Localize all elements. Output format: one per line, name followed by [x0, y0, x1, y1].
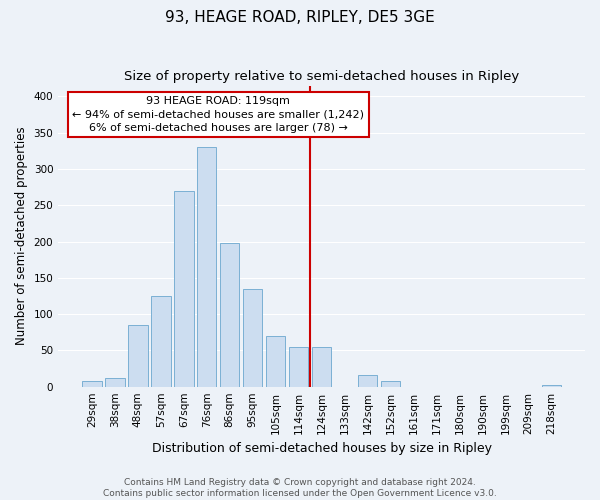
- Bar: [220, 243, 239, 386]
- X-axis label: Distribution of semi-detached houses by size in Ripley: Distribution of semi-detached houses by …: [152, 442, 491, 455]
- Text: Contains HM Land Registry data © Crown copyright and database right 2024.
Contai: Contains HM Land Registry data © Crown c…: [103, 478, 497, 498]
- Bar: [542, 385, 561, 386]
- Bar: [312, 347, 331, 387]
- Bar: [381, 381, 400, 386]
- Bar: [289, 347, 308, 387]
- Bar: [128, 325, 148, 386]
- Bar: [151, 296, 170, 386]
- Text: 93 HEAGE ROAD: 119sqm
← 94% of semi-detached houses are smaller (1,242)
6% of se: 93 HEAGE ROAD: 119sqm ← 94% of semi-deta…: [72, 96, 364, 133]
- Bar: [266, 336, 286, 386]
- Text: 93, HEAGE ROAD, RIPLEY, DE5 3GE: 93, HEAGE ROAD, RIPLEY, DE5 3GE: [165, 10, 435, 25]
- Y-axis label: Number of semi-detached properties: Number of semi-detached properties: [15, 127, 28, 346]
- Bar: [105, 378, 125, 386]
- Bar: [174, 191, 194, 386]
- Bar: [358, 375, 377, 386]
- Bar: [243, 288, 262, 386]
- Title: Size of property relative to semi-detached houses in Ripley: Size of property relative to semi-detach…: [124, 70, 519, 83]
- Bar: [82, 381, 101, 386]
- Bar: [197, 147, 217, 386]
